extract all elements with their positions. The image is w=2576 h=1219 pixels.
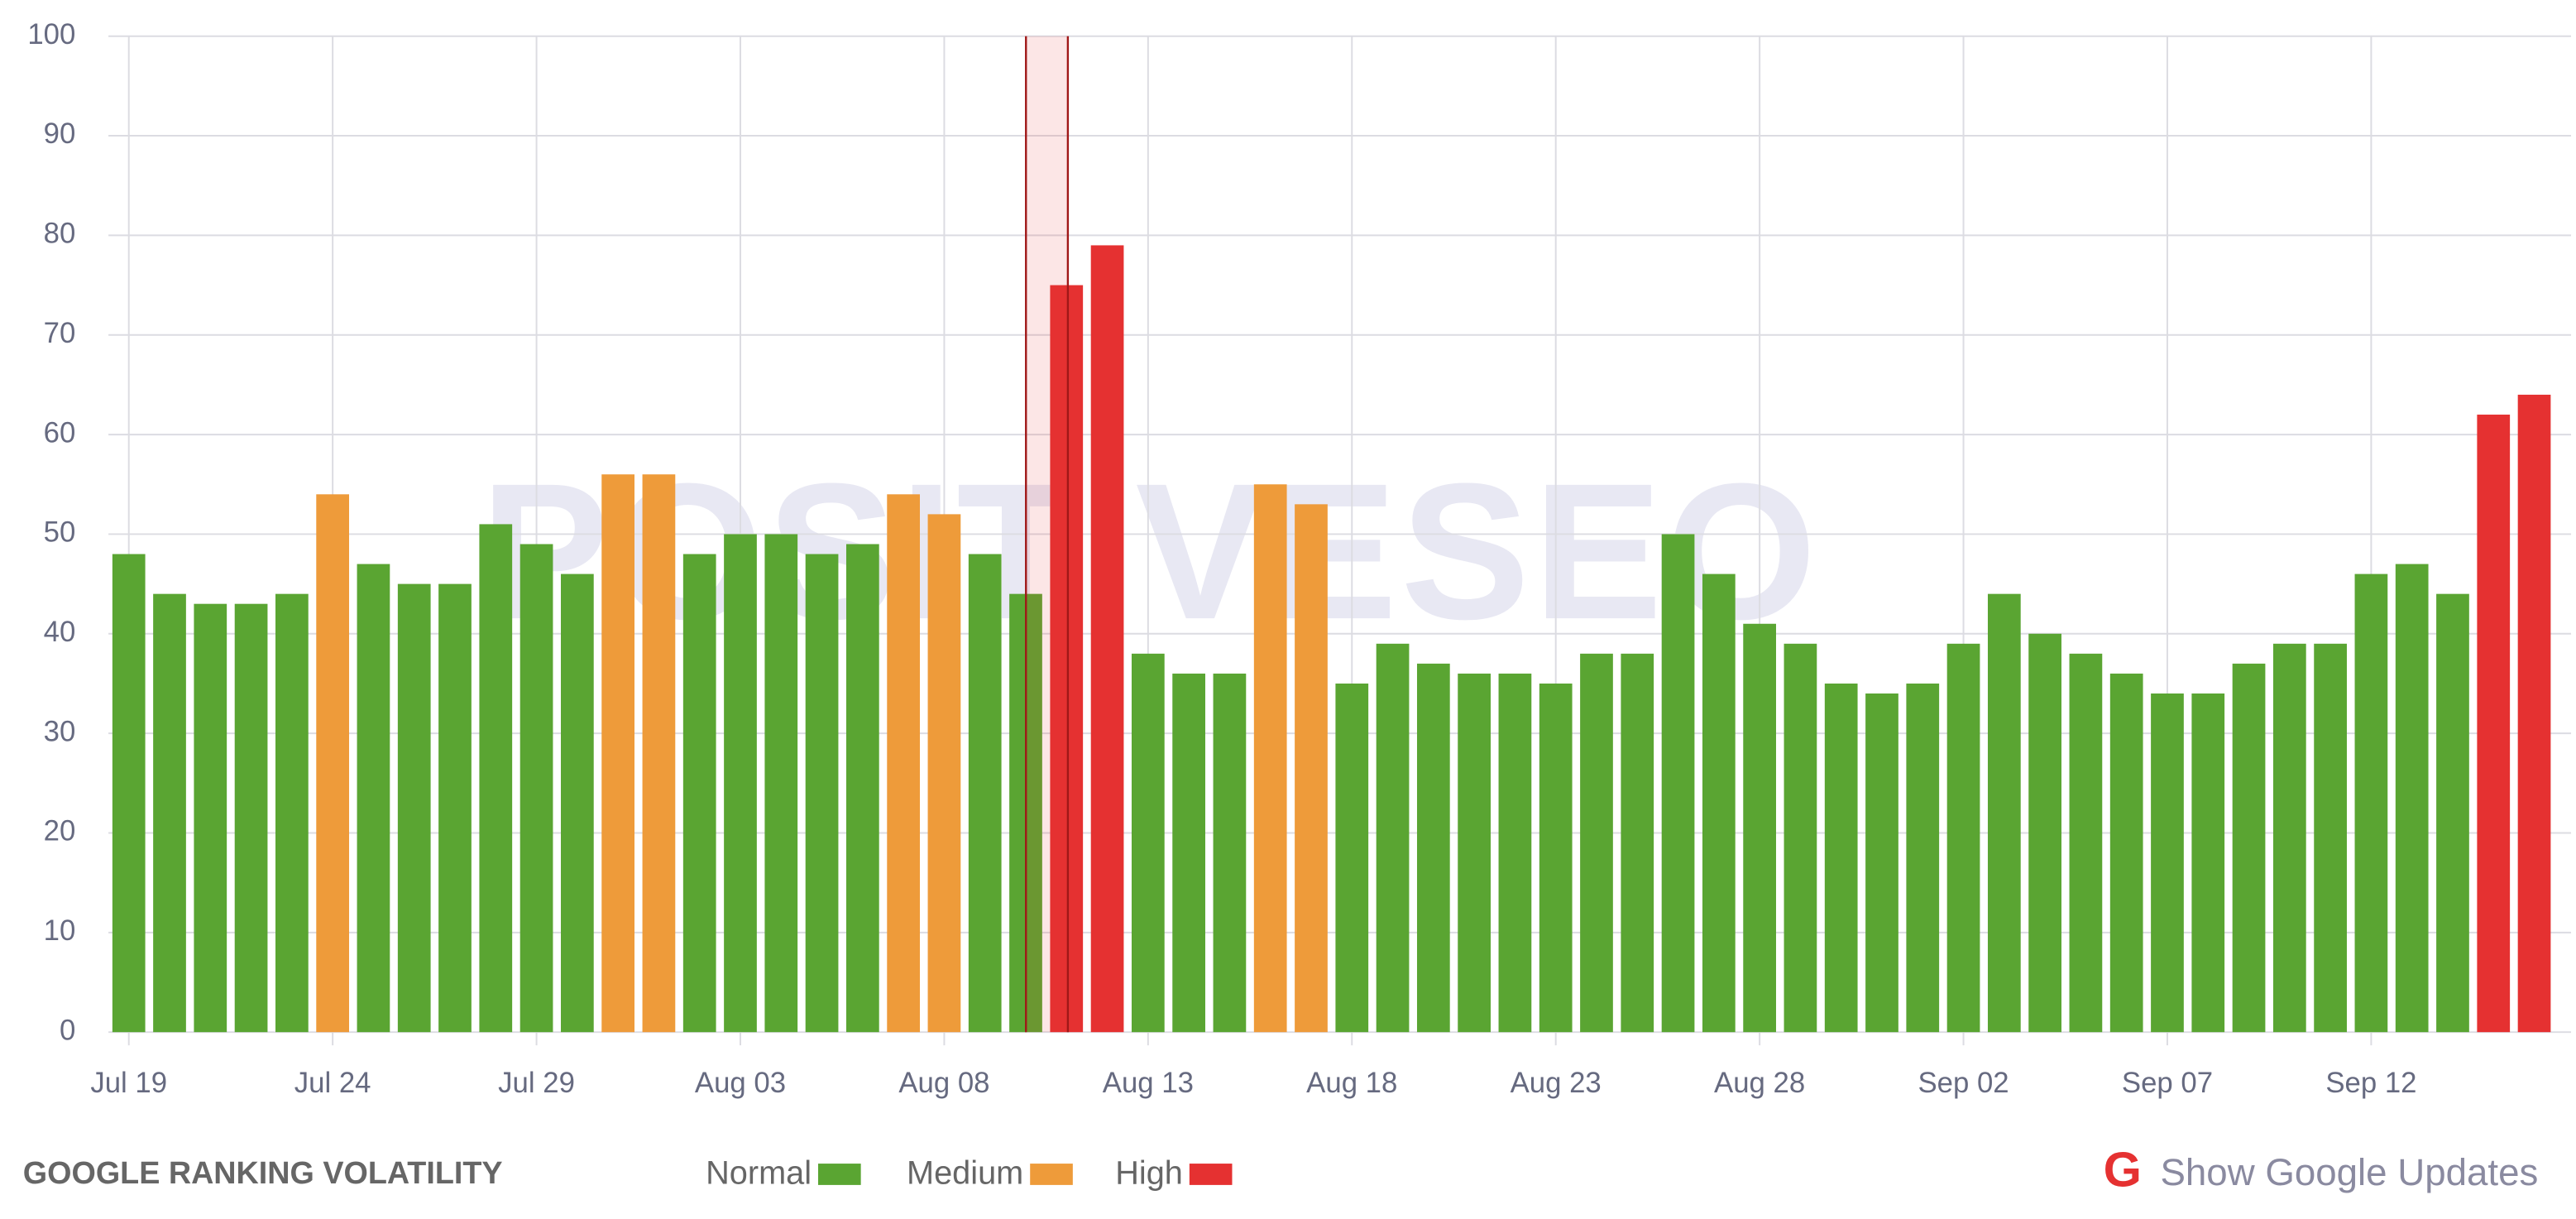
y-tick-label: 50 — [44, 517, 76, 549]
y-tick-label: 60 — [44, 417, 76, 449]
bar — [1416, 663, 1450, 1033]
bar — [1539, 683, 1573, 1033]
x-tick-label: Aug 03 — [695, 1068, 786, 1099]
x-tick-label: Aug 13 — [1103, 1068, 1194, 1099]
bar — [2314, 643, 2347, 1033]
bar — [1946, 643, 1980, 1033]
y-tick-label: 20 — [44, 816, 76, 847]
bar — [397, 583, 431, 1033]
bar — [968, 554, 1002, 1033]
bar — [357, 564, 390, 1033]
legend-swatch — [818, 1164, 861, 1185]
y-tick-label: 70 — [44, 318, 76, 349]
y-tick-label: 40 — [44, 617, 76, 648]
bar — [2517, 394, 2551, 1033]
bar — [1865, 693, 1898, 1033]
bar — [1824, 683, 1858, 1033]
bar — [2191, 693, 2225, 1033]
x-tick-label: Jul 29 — [498, 1068, 575, 1099]
bar — [1335, 683, 1369, 1033]
watermark: POSITIVESEO — [481, 443, 1820, 660]
y-tick-label: 0 — [60, 1015, 75, 1046]
bar — [316, 494, 350, 1033]
bar — [2354, 574, 2388, 1033]
google-icon[interactable]: G — [2104, 1142, 2142, 1197]
y-tick-label: 10 — [44, 915, 76, 947]
bar — [1784, 643, 1817, 1033]
chart-title: GOOGLE RANKING VOLATILITY — [23, 1155, 503, 1190]
bar — [520, 544, 553, 1033]
bar — [2028, 633, 2061, 1033]
bar — [112, 554, 146, 1033]
x-tick-label: Sep 12 — [2325, 1068, 2416, 1099]
bar — [1498, 673, 1532, 1033]
bar — [234, 603, 268, 1033]
bar — [1580, 653, 1613, 1033]
bar — [1131, 653, 1165, 1033]
x-tick-label: Aug 23 — [1511, 1068, 1602, 1099]
y-tick-label: 30 — [44, 716, 76, 747]
bar — [1743, 623, 1776, 1033]
bar — [642, 474, 676, 1033]
legend-swatch — [1189, 1164, 1233, 1185]
bar — [1906, 683, 1940, 1033]
y-tick-label: 100 — [27, 19, 75, 50]
bar — [682, 554, 716, 1033]
bar — [764, 534, 798, 1033]
bar — [887, 494, 920, 1033]
x-tick-label: Jul 24 — [294, 1068, 371, 1099]
google-updates-toggle[interactable]: G Show Google Updates — [2104, 1142, 2539, 1197]
bar — [2395, 564, 2429, 1033]
bar — [1090, 245, 1124, 1033]
bar — [1987, 593, 2021, 1033]
toggle-label[interactable]: Show Google Updates — [2160, 1151, 2538, 1193]
bar — [479, 524, 513, 1033]
bar — [1458, 673, 1491, 1033]
legend-label: Medium — [907, 1154, 1023, 1191]
legend-swatch — [1030, 1164, 1073, 1185]
bar — [2069, 653, 2103, 1033]
bar — [724, 534, 757, 1033]
bar — [1172, 673, 1205, 1033]
bar — [1376, 643, 1410, 1033]
bar — [2436, 593, 2469, 1033]
bar — [1295, 504, 1328, 1033]
google-update-marker — [1025, 36, 1070, 1033]
x-tick-label: Aug 28 — [1714, 1068, 1805, 1099]
bar — [1661, 534, 1695, 1033]
bar — [1621, 653, 1654, 1033]
bar — [1253, 484, 1287, 1033]
y-tick-label: 80 — [44, 218, 76, 250]
y-tick-label: 90 — [44, 118, 76, 150]
bar — [1702, 574, 1736, 1033]
legend-label: Normal — [706, 1154, 812, 1191]
bar — [2272, 643, 2306, 1033]
bar — [601, 474, 634, 1033]
bar — [805, 554, 839, 1033]
bar — [1213, 673, 1247, 1033]
bar — [845, 544, 879, 1033]
legend-label: High — [1115, 1154, 1183, 1191]
x-tick-label: Aug 18 — [1306, 1068, 1397, 1099]
bar — [2477, 415, 2511, 1033]
x-tick-label: Aug 08 — [898, 1068, 989, 1099]
bar — [438, 583, 472, 1033]
bar — [153, 593, 186, 1033]
bar — [2232, 663, 2266, 1033]
bar — [560, 574, 594, 1033]
x-tick-label: Sep 07 — [2122, 1068, 2213, 1099]
bar — [275, 593, 309, 1033]
bar — [2151, 693, 2184, 1033]
bar — [194, 603, 227, 1033]
x-tick-label: Jul 19 — [90, 1068, 167, 1099]
bar — [927, 514, 961, 1033]
x-tick-label: Sep 02 — [1918, 1068, 2009, 1099]
update-band — [1026, 36, 1068, 1033]
bar — [2109, 673, 2143, 1033]
bar — [1050, 285, 1084, 1033]
